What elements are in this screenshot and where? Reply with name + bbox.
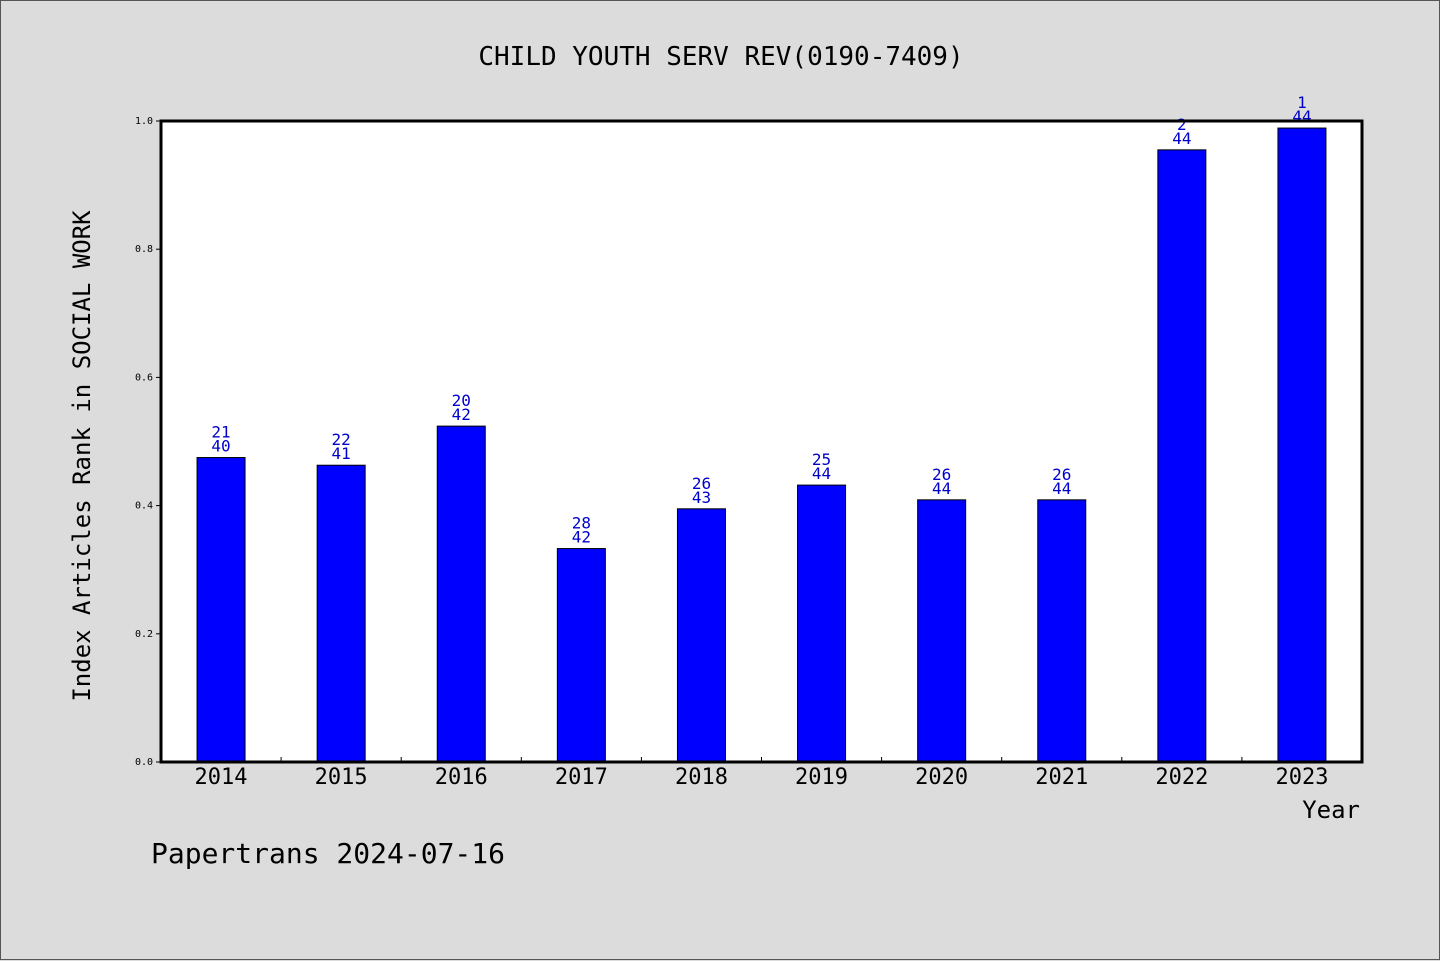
y-tick-label-1: 0.2 <box>135 629 153 640</box>
bar-2018 <box>676 508 726 763</box>
bar-total-label-2023: 44 <box>1292 107 1311 126</box>
x-axis-label: Year <box>1302 796 1360 824</box>
bar-rank-label-2015: 22 <box>332 430 351 449</box>
bar-2020 <box>917 499 967 763</box>
x-tick-label-2020: 2020 <box>915 765 968 790</box>
bar-total-label-2014: 40 <box>211 437 230 456</box>
bar-total-label-2019: 44 <box>812 464 831 483</box>
x-tick-label-2016: 2016 <box>435 765 488 790</box>
bar-2017 <box>556 548 606 763</box>
bar-2021 <box>1037 499 1087 763</box>
x-tick-label-2018: 2018 <box>675 765 728 790</box>
bar-2023 <box>1277 127 1327 763</box>
bar-rank-label-2014: 21 <box>211 423 230 442</box>
x-tick-label-2015: 2015 <box>315 765 368 790</box>
bar-total-label-2022: 44 <box>1172 129 1191 148</box>
x-tick-label-2022: 2022 <box>1155 765 1208 790</box>
bar-rank-label-2021: 26 <box>1052 465 1071 484</box>
y-tick-label-5: 1.0 <box>135 116 153 127</box>
bar-2015 <box>316 464 366 763</box>
x-tick-label-2021: 2021 <box>1035 765 1088 790</box>
y-tick-label-3: 0.6 <box>135 372 153 383</box>
bar-total-label-2018: 43 <box>692 488 711 507</box>
bar-total-label-2017: 42 <box>572 528 591 547</box>
x-tick-label-2017: 2017 <box>555 765 608 790</box>
bar-2022 <box>1157 149 1207 763</box>
x-tick-label-2014: 2014 <box>195 765 248 790</box>
x-tick-label-2019: 2019 <box>795 765 848 790</box>
y-tick-label-4: 0.8 <box>135 244 153 255</box>
bar-total-label-2021: 44 <box>1052 479 1071 498</box>
bars-layer <box>196 127 1327 763</box>
x-tick-label-2023: 2023 <box>1275 765 1328 790</box>
x-ticks-layer: 2014 2015 2016 2017 2018 2019 2020 2021 2022 2023 <box>195 757 1328 790</box>
footer-text: Papertrans 2024-07-16 <box>151 837 505 870</box>
bar-2014 <box>196 457 246 763</box>
bar-2016 <box>436 425 486 763</box>
y-axis-label: Index Articles Rank in SOCIAL WORK <box>68 210 96 702</box>
y-tick-label-0: 0.0 <box>135 757 153 768</box>
chart-title: CHILD YOUTH SERV REV(0190-7409) <box>478 42 963 72</box>
bar-rank-label-2016: 20 <box>452 391 471 410</box>
y-tick-label-2: 0.4 <box>135 501 153 512</box>
bar-rank-label-2018: 26 <box>692 474 711 493</box>
bar-total-label-2020: 44 <box>932 479 951 498</box>
bar-rank-label-2020: 26 <box>932 465 951 484</box>
bar-rank-label-2019: 25 <box>812 450 831 469</box>
bar-rank-label-2023: 1 <box>1297 93 1307 112</box>
plot-border <box>159 119 1364 764</box>
y-ticks-layer: 0.0 0.2 0.4 0.6 0.8 1.0 <box>135 116 161 768</box>
bar-rank-label-2022: 2 <box>1177 115 1187 134</box>
bar-total-label-2015: 41 <box>332 444 351 463</box>
bar-rank-label-2017: 28 <box>572 514 591 533</box>
bar-2019 <box>797 484 847 763</box>
bar-total-label-2016: 42 <box>452 405 471 424</box>
